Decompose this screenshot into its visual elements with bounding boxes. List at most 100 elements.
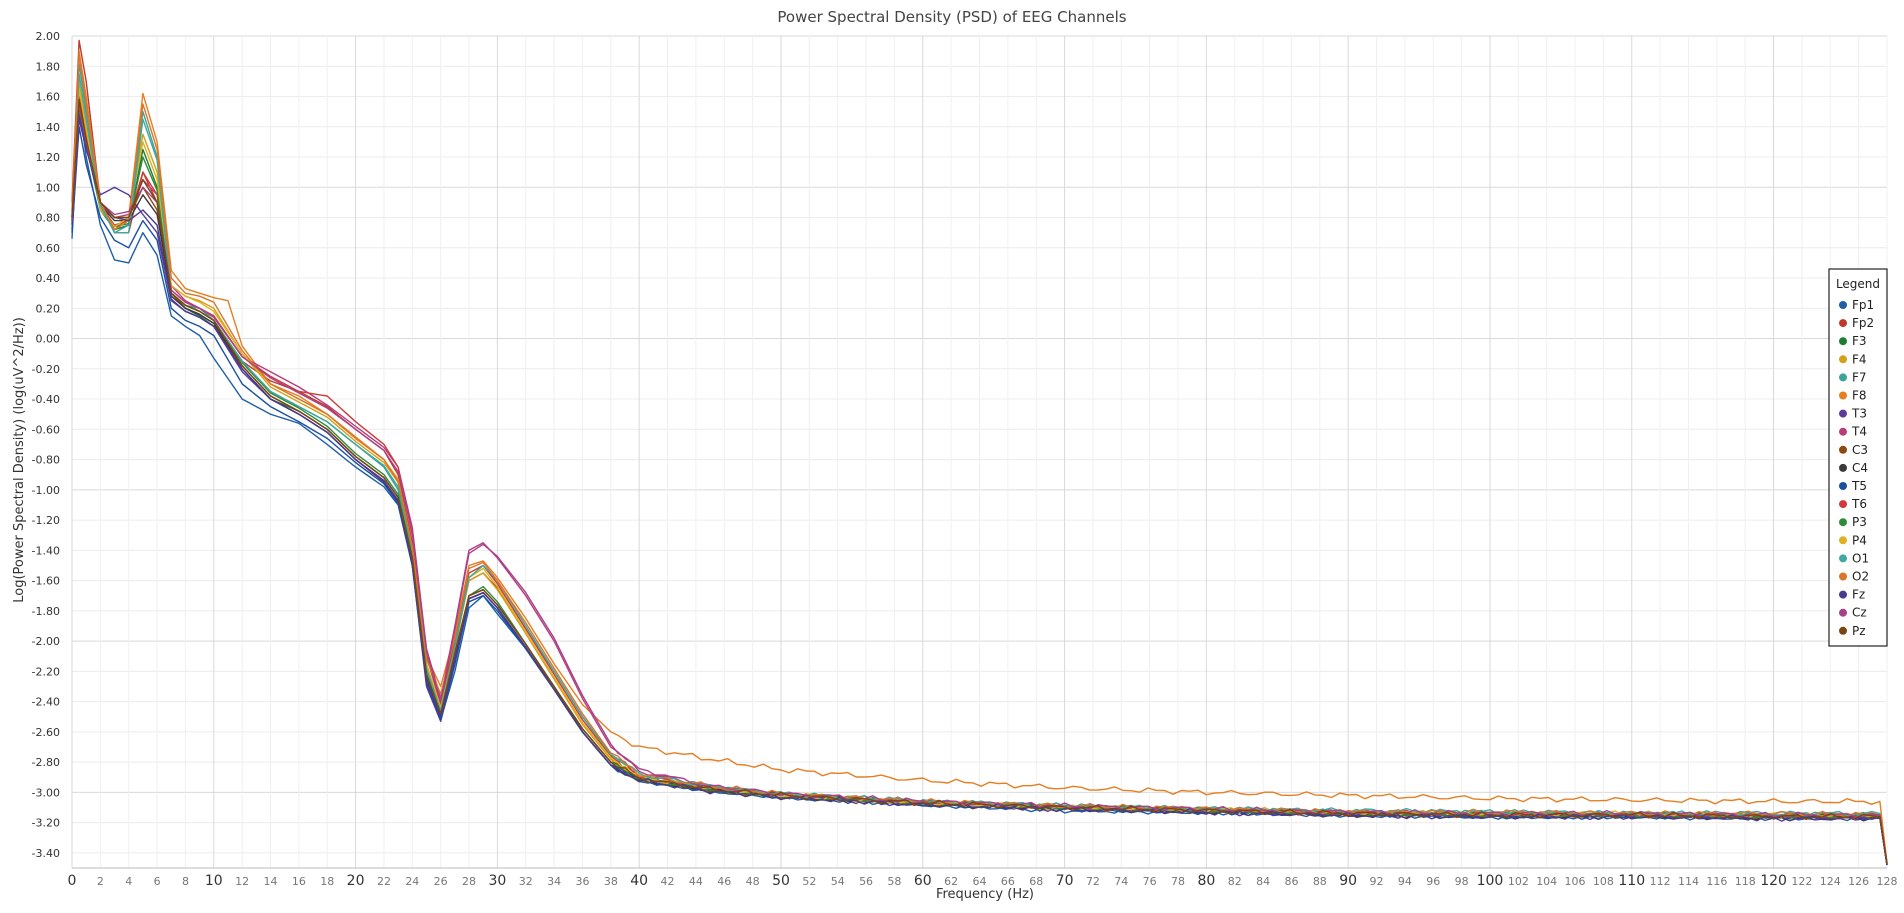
legend-label-f7: F7 [1852,370,1867,384]
legend-marker-t5 [1839,482,1847,490]
legend-label-o1: O1 [1852,551,1869,565]
legend-label-p3: P3 [1852,515,1867,529]
legend-label-c3: C3 [1852,443,1868,457]
x-tick-label: 102 [1508,875,1529,888]
y-tick-label: 1.80 [36,60,61,73]
x-tick-label: 66 [1001,875,1015,888]
y-tick-label: -1.00 [32,484,60,497]
x-tick-label: 78 [1171,875,1185,888]
y-tick-label: -2.20 [32,665,60,678]
legend-label-t4: T4 [1851,425,1867,439]
x-tick-label: 90 [1339,873,1357,889]
legend: Legend Fp1 Fp2 F3 F4 F7 F8 T3 T4 C3 C4 T5 T6 P3 P4 O1 O… [1828,268,1888,647]
x-tick-label: 56 [859,875,873,888]
legend-title: Legend [1836,277,1880,291]
legend-box [1828,268,1888,647]
x-tick-label: 0 [68,873,77,889]
y-tick-label: -3.20 [32,817,60,830]
x-tick-label: 36 [575,875,589,888]
x-tick-label: 32 [519,875,533,888]
y-tick-label: -0.80 [32,454,60,467]
legend-marker-p3 [1839,518,1847,527]
x-tick-label: 20 [347,873,365,889]
x-tick-label: 52 [802,875,816,888]
y-tick-label: 1.60 [36,91,61,104]
legend-marker-f8 [1839,391,1847,400]
legend-marker-fz [1839,590,1847,599]
x-tick-label: 26 [434,875,448,888]
x-tick-label: 72 [1086,875,1100,888]
y-tick-label: -2.40 [32,696,60,709]
x-tick-label: 124 [1820,875,1841,888]
x-tick-label: 10 [205,873,223,889]
x-tick-label: 94 [1398,875,1412,888]
y-tick-label: -2.00 [32,635,60,648]
x-tick-label: 48 [746,875,760,888]
legend-marker-t3 [1839,409,1847,418]
legend-label-f3: F3 [1852,334,1867,348]
y-tick-label: 1.40 [36,121,61,134]
x-tick-label: 14 [264,875,278,888]
legend-marker-c3 [1839,445,1847,454]
x-tick-label: 50 [772,873,790,889]
x-axis-title: Frequency (Hz) [936,887,1034,902]
legend-label-t3: T3 [1851,407,1867,421]
x-tick-label: 88 [1313,875,1327,888]
y-tick-label: -2.80 [32,756,60,769]
y-tick-label: 1.20 [36,151,61,164]
y-tick-label: -0.40 [32,393,60,406]
y-tick-label: -1.60 [32,575,60,588]
x-tick-label: 2 [97,875,104,888]
chart-title: Power Spectral Density (PSD) of EEG Chan… [777,8,1126,26]
legend-label-fp2: Fp2 [1852,316,1874,330]
x-tick-label: 98 [1455,875,1469,888]
x-tick-label: 62 [944,875,958,888]
legend-marker-f4 [1839,355,1847,364]
x-tick-label: 86 [1284,875,1298,888]
x-tick-label: 116 [1706,875,1727,888]
legend-label-pz: Pz [1852,624,1866,638]
y-tick-label: -0.20 [32,363,60,376]
y-tick-label: 0.60 [36,242,61,255]
x-tick-label: 64 [973,875,987,888]
legend-marker-pz [1839,626,1847,635]
legend-marker-o1 [1839,554,1847,563]
y-tick-label: 0.00 [36,333,61,346]
x-tick-label: 96 [1426,875,1440,888]
legend-marker-cz [1839,608,1847,617]
y-tick-label: 1.00 [36,181,61,194]
x-tick-label: 126 [1848,875,1869,888]
x-tick-label: 104 [1536,875,1557,888]
y-axis-title: Log(Power Spectral Density) (log(uV^2/Hz… [12,317,27,603]
y-tick-label: 0.80 [36,212,61,225]
series-line-fz [71,114,1888,866]
legend-marker-c4 [1839,463,1847,472]
x-tick-label: 46 [717,875,731,888]
x-tick-label: 54 [831,875,845,888]
legend-marker-fp1 [1839,301,1847,309]
x-tick-label: 122 [1791,875,1812,888]
x-tick-label: 92 [1370,875,1384,888]
x-tick-label: 40 [630,873,648,889]
x-tick-label: 58 [887,875,901,888]
x-tick-label: 70 [1056,873,1074,889]
y-tick-label: -3.00 [32,786,60,799]
x-tick-label: 38 [604,875,618,888]
legend-label-f4: F4 [1852,352,1867,366]
y-tick-label: -3.40 [32,847,60,860]
x-tick-label: 18 [320,875,334,888]
y-axis-ticks: 2.00 1.80 1.60 1.40 1.20 1.00 0.80 0.60 0.40 0.20… [32,30,60,860]
legend-label-t6: T6 [1851,497,1867,511]
legend-label-fz: Fz [1852,588,1865,602]
series-lines [71,39,1888,866]
legend-marker-o2 [1839,572,1847,581]
legend-marker-f7 [1839,373,1847,382]
series-line-o2 [71,53,1888,864]
x-tick-label: 114 [1678,875,1699,888]
legend-label-c4: C4 [1852,461,1868,475]
x-tick-label: 76 [1143,875,1157,888]
x-tick-label: 80 [1197,873,1215,889]
y-tick-label: 2.00 [36,30,61,43]
